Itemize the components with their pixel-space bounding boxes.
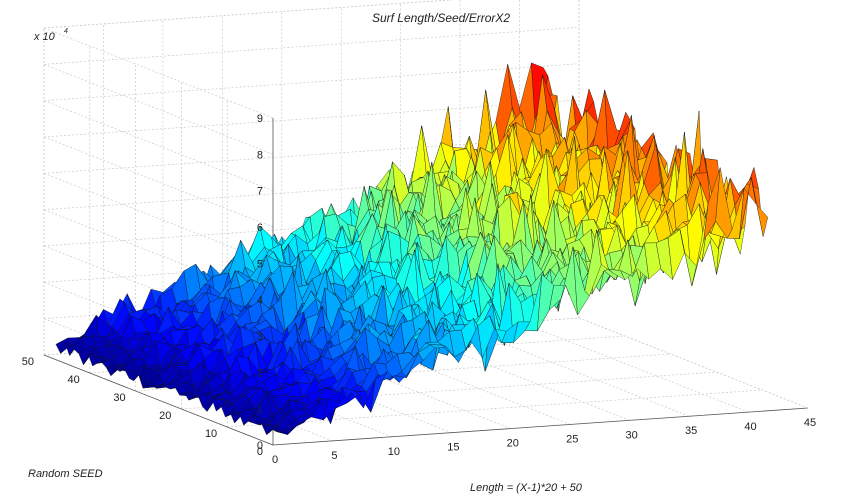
grid-line-z [43, 135, 580, 174]
z-tick-label: 6 [257, 222, 263, 234]
grid-line-z [43, 136, 274, 228]
box-floor-edge [578, 317, 809, 409]
grid-line-z [43, 63, 580, 102]
z-tick-label: 3 [257, 331, 263, 343]
y-tick-label: 30 [113, 392, 125, 404]
z-tick-label: 7 [257, 186, 263, 198]
grid-line-x [459, 325, 690, 417]
x-axis-label: Length = (X-1)*20 + 50 [470, 482, 583, 494]
x-tick-label: 35 [685, 425, 697, 437]
z-tick-label: 9 [257, 113, 263, 125]
box-top-edge [43, 0, 454, 29]
z-tick-label: 8 [257, 149, 263, 161]
y-tick-label: 10 [205, 428, 217, 440]
x-tick-label: 5 [331, 450, 337, 462]
x-axis-line [272, 407, 809, 446]
z-tick-label: 2 [257, 367, 263, 379]
grid-line-z [43, 100, 274, 191]
grid-line-x [519, 321, 749, 413]
grid-line-z [43, 173, 274, 264]
grid-line-z [43, 172, 580, 211]
z-tick-label: 1 [257, 404, 263, 416]
y-axis-label: Random SEED [28, 468, 103, 480]
x-tick-label: 0 [272, 454, 278, 466]
z-tick-label: 4 [257, 295, 263, 307]
grid-line-y [227, 389, 763, 428]
surface-mesh [55, 62, 768, 435]
y-tick-label: 40 [68, 374, 80, 386]
y-tick-label: 0 [257, 446, 263, 458]
grid-line-z [43, 64, 274, 155]
z-scale-label: x 10 [33, 31, 56, 43]
x-tick-label: 10 [388, 446, 400, 458]
surface-cell [751, 177, 768, 237]
x-tick-label: 15 [447, 442, 459, 454]
grid-line-z [43, 27, 274, 119]
y-axis-line [43, 354, 274, 446]
x-tick-label: 25 [566, 433, 578, 445]
chart-title: Surf Length/Seed/ErrorX2 [372, 11, 510, 25]
z-tick-label: 5 [257, 258, 263, 270]
z-scale-exponent: 4 [64, 28, 68, 35]
grid-line-z [43, 26, 580, 65]
grid-line-z [43, 99, 580, 138]
y-tick-label: 20 [159, 410, 171, 422]
x-tick-label: 20 [507, 438, 519, 450]
x-tick-label: 40 [744, 421, 756, 433]
y-tick-label: 50 [22, 356, 34, 368]
z-tick-label: 0 [257, 440, 263, 452]
x-tick-label: 45 [804, 417, 816, 429]
x-tick-label: 30 [626, 429, 638, 441]
